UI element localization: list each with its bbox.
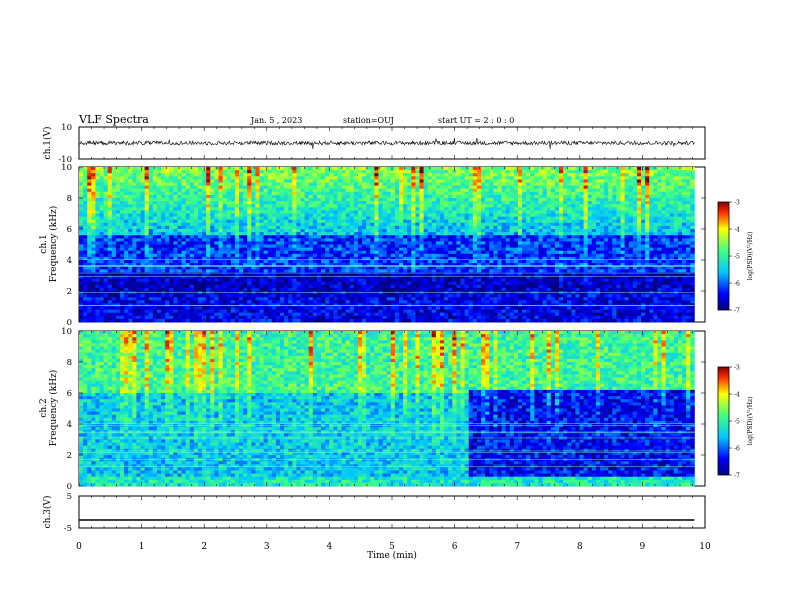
colorbar-tick-label: -7 — [734, 308, 740, 315]
y-tick-label: 10 — [61, 123, 72, 133]
x-tick-label: 6 — [452, 542, 458, 552]
ch3-wave-frame — [78, 495, 706, 529]
y-tick-label: 2 — [67, 287, 72, 297]
ch1-waveform — [78, 137, 695, 149]
x-tick-label: 9 — [640, 542, 646, 552]
y-tick-label: 10 — [61, 327, 72, 337]
y-tick-label: -5 — [64, 524, 72, 534]
y-tick-label: 2 — [67, 451, 72, 461]
y-tick-label: 4 — [67, 256, 72, 266]
colorbar-ch2-label: log(PSD)(V²/Hz) — [747, 397, 754, 446]
start-time-label: start UT = 2 : 0 : 0 — [438, 116, 515, 125]
x-tick-label: 4 — [327, 542, 333, 552]
ch1-trace — [78, 137, 695, 149]
y-tick-label: 8 — [67, 194, 72, 204]
x-tick-label: 7 — [514, 542, 520, 552]
colorbar-tick-label: -5 — [734, 419, 740, 426]
ch1-spectrogram — [79, 167, 695, 323]
colorbar-tick-label: -7 — [734, 473, 740, 480]
colorbar-tick-label: -4 — [734, 227, 740, 234]
colorbar-tick-label: -5 — [734, 254, 740, 261]
y-tick-label: 5 — [67, 492, 72, 502]
colorbar-ch2: -3 -4 -5 -6 -7 log(PSD)(V²/Hz) — [717, 365, 754, 480]
colorbar-tick-label: -3 — [734, 365, 740, 372]
ch1-wave-frame — [78, 126, 706, 160]
ch1-wave-ylabel: ch.1(V) — [42, 127, 53, 160]
colorbar-tick-label: -6 — [734, 281, 740, 288]
colorbar-ch1-label: log(PSD)(V²/Hz) — [747, 232, 754, 281]
ch2-spec-ylabel-a: ch.2 — [39, 398, 49, 417]
chart-title: VLF Spectra — [79, 113, 149, 126]
x-tick-label: 3 — [264, 542, 270, 552]
x-tick-label: 5 — [389, 542, 395, 552]
ch1-spec-ylabel-b: Frequency (kHz) — [48, 206, 59, 283]
y-tick-label: 0 — [67, 482, 72, 492]
y-tick-label: -10 — [58, 155, 72, 165]
x-axis-label: Time (min) — [367, 550, 417, 561]
colorbar-tick-label: -3 — [734, 200, 740, 207]
ch3-wave-ylabel: ch.3(V) — [42, 496, 53, 529]
x-tick-label: 0 — [76, 542, 82, 552]
x-tick-label: 8 — [577, 542, 583, 552]
y-tick-label: 6 — [67, 389, 72, 399]
y-tick-label: 10 — [61, 163, 72, 173]
date-label: Jan. 5 , 2023 — [251, 116, 303, 125]
ch1-spec-ylabel-a: ch.1 — [39, 234, 49, 253]
x-tick-label: 1 — [139, 542, 145, 552]
y-tick-label: 8 — [67, 358, 72, 368]
y-tick-label: 0 — [67, 318, 72, 328]
y-tick-label: 6 — [67, 225, 72, 235]
y-tick-label: 4 — [67, 420, 72, 430]
ch2-spec-ylabel-b: Frequency (kHz) — [48, 370, 59, 447]
colorbar-tick-label: -6 — [734, 446, 740, 453]
colorbar-ch1: -3 -4 -5 -6 -7 log(PSD)(V²/Hz) — [717, 200, 754, 315]
x-tick-label: 10 — [699, 542, 711, 552]
ch2-spectrogram — [79, 331, 695, 487]
colorbar-tick-label: -4 — [734, 392, 740, 399]
station-label: station=OUJ — [343, 116, 394, 125]
x-tick-label: 2 — [201, 542, 207, 552]
